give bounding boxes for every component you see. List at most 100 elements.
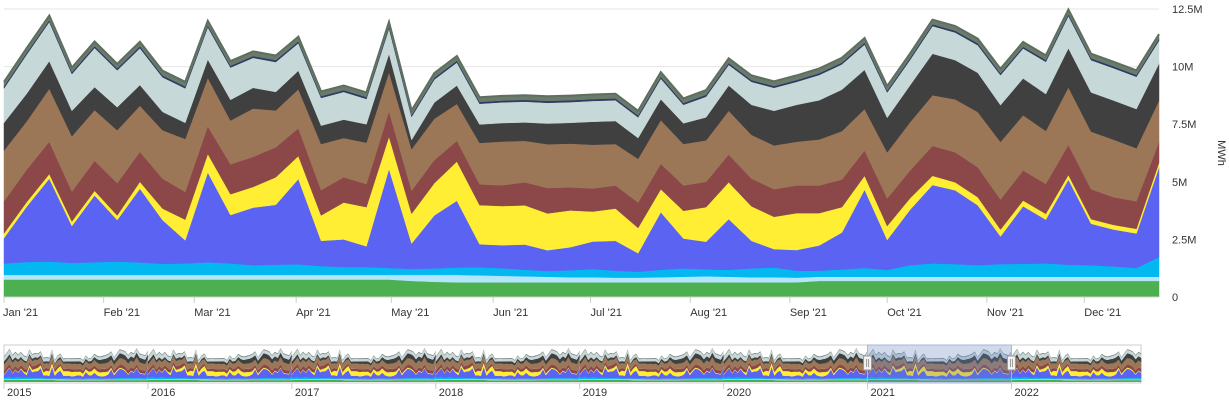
- navigator-series: [4, 348, 1142, 382]
- navigator-area: [867, 379, 1012, 381]
- navigator-area: [867, 363, 1012, 377]
- navigator-year-label: 2016: [151, 387, 175, 399]
- navigator-area: [147, 348, 292, 361]
- navigator-area: [1011, 379, 1142, 381]
- navigator-area: [291, 366, 436, 379]
- navigator-year-label: 2017: [295, 387, 319, 399]
- navigator-handle-right[interactable]: [1006, 355, 1016, 371]
- navigator-area: [579, 355, 724, 371]
- navigator-area: [147, 348, 292, 364]
- navigator-year-label: 2015: [7, 387, 31, 399]
- navigator-area: [1011, 363, 1142, 377]
- navigator-area: [435, 360, 580, 375]
- navigator-area: [435, 377, 580, 380]
- navigator-area: [435, 379, 580, 382]
- navigator-area: [723, 379, 868, 381]
- navigator-area: [435, 348, 580, 364]
- navigator-area: [147, 377, 292, 380]
- navigator-area: [723, 352, 868, 366]
- y-tick-label: 10M: [1172, 62, 1193, 74]
- navigator-area: [579, 360, 724, 375]
- navigator-year-label: 2020: [727, 387, 751, 399]
- navigator-area: [4, 352, 148, 366]
- navigator-area: [291, 363, 436, 377]
- navigator-area: [291, 379, 436, 381]
- navigator-area: [435, 355, 580, 371]
- navigator-area: [1011, 366, 1142, 379]
- navigator-area: [723, 366, 868, 379]
- navigator-area: [147, 352, 292, 366]
- navigator-area: [867, 348, 1012, 361]
- x-tick-label: May '21: [391, 307, 429, 319]
- y-tick-label: 12.5M: [1172, 4, 1203, 16]
- navigator-area: [4, 348, 148, 361]
- stacked-areas: [3, 7, 1160, 298]
- navigator-area: [147, 366, 292, 379]
- navigator-area: [4, 377, 148, 380]
- y-axis-title: MWh: [1215, 140, 1227, 166]
- x-tick-label: Jul '21: [591, 307, 622, 319]
- navigator-selection[interactable]: [867, 344, 1012, 384]
- navigator-area: [723, 360, 868, 375]
- navigator-area: [1011, 349, 1142, 364]
- navigator-area: [4, 379, 148, 382]
- navigator-area: [1011, 377, 1142, 380]
- navigator-area: [4, 348, 148, 364]
- navigator-area: [867, 348, 1012, 361]
- navigator-area: [291, 377, 436, 380]
- navigator-area: [4, 363, 148, 377]
- navigator-area: [291, 348, 436, 361]
- navigator-area: [4, 379, 148, 381]
- navigator-area: [291, 348, 436, 361]
- navigator-area: [867, 377, 1012, 380]
- x-tick-label: Jun '21: [493, 307, 528, 319]
- y-tick-label: 7.5M: [1172, 119, 1196, 131]
- x-axis: Jan '21 Feb '21 Mar '21 Apr '21 May '21 Jun '…: [3, 296, 1159, 319]
- x-tick-label: Mar '21: [194, 307, 230, 319]
- navigator-year-label: 2019: [583, 387, 607, 399]
- navigator-area: [723, 363, 868, 377]
- navigator-area: [867, 348, 1012, 364]
- navigator-area: [1011, 353, 1142, 366]
- navigator-area: [1011, 360, 1142, 375]
- navigator-area: [435, 379, 580, 381]
- navigator-area: [867, 360, 1012, 375]
- navigator-year-label: 2018: [439, 387, 463, 399]
- navigator-area: [1011, 355, 1142, 371]
- y-tick-label: 2.5M: [1172, 234, 1196, 246]
- navigator-area: [435, 366, 580, 379]
- navigator-area: [435, 348, 580, 361]
- navigator-area: [291, 355, 436, 371]
- x-tick-label: Dec '21: [1084, 307, 1121, 319]
- navigator-area: [1011, 348, 1142, 361]
- navigator-area: [4, 355, 148, 371]
- x-tick-label: Jan '21: [3, 307, 38, 319]
- navigator-area: [723, 377, 868, 380]
- navigator-area: [723, 348, 868, 361]
- navigator-area: [435, 352, 580, 366]
- x-tick-label: Feb '21: [104, 307, 140, 319]
- navigator[interactable]: 2015 2016 2017 2018 2019 2020 2021 2022: [3, 344, 1142, 399]
- navigator-area: [579, 352, 724, 366]
- navigator-area: [1011, 379, 1142, 382]
- x-tick-label: Sep '21: [790, 307, 827, 319]
- navigator-area: [867, 366, 1012, 379]
- navigator-handle-left[interactable]: [863, 355, 873, 371]
- x-tick-label: Apr '21: [296, 307, 331, 319]
- navigator-area: [579, 366, 724, 379]
- navigator-area: [723, 355, 868, 371]
- navigator-area: [4, 360, 148, 375]
- navigator-area: [435, 363, 580, 377]
- navigator-area: [579, 377, 724, 380]
- navigator-area: [723, 348, 868, 364]
- navigator-area: [867, 355, 1012, 371]
- navigator-area: [723, 379, 868, 382]
- navigator-area: [867, 352, 1012, 366]
- navigator-area: [147, 379, 292, 381]
- navigator-area: [291, 360, 436, 375]
- y-tick-label: 5M: [1172, 177, 1187, 189]
- navigator-area: [147, 360, 292, 375]
- total-outline: [3, 7, 1160, 113]
